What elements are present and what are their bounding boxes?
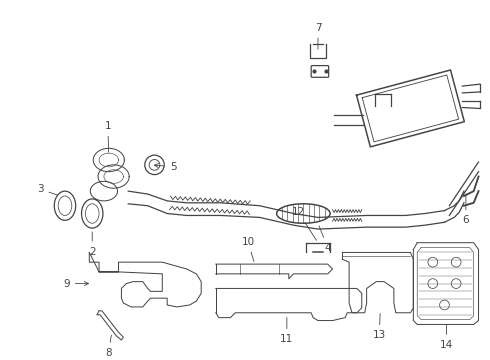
Text: 13: 13 <box>373 314 386 340</box>
Text: 5: 5 <box>154 162 177 172</box>
Text: 6: 6 <box>463 194 469 225</box>
Text: 9: 9 <box>63 279 89 289</box>
Text: 7: 7 <box>315 23 321 49</box>
Text: 10: 10 <box>242 237 254 261</box>
Text: 2: 2 <box>89 232 96 257</box>
Text: 12: 12 <box>292 207 317 240</box>
Text: 11: 11 <box>280 318 294 344</box>
Text: 3: 3 <box>37 184 57 195</box>
Text: 8: 8 <box>105 335 112 358</box>
Text: 14: 14 <box>440 325 453 350</box>
Text: 1: 1 <box>104 121 111 152</box>
Text: 4: 4 <box>319 226 331 253</box>
